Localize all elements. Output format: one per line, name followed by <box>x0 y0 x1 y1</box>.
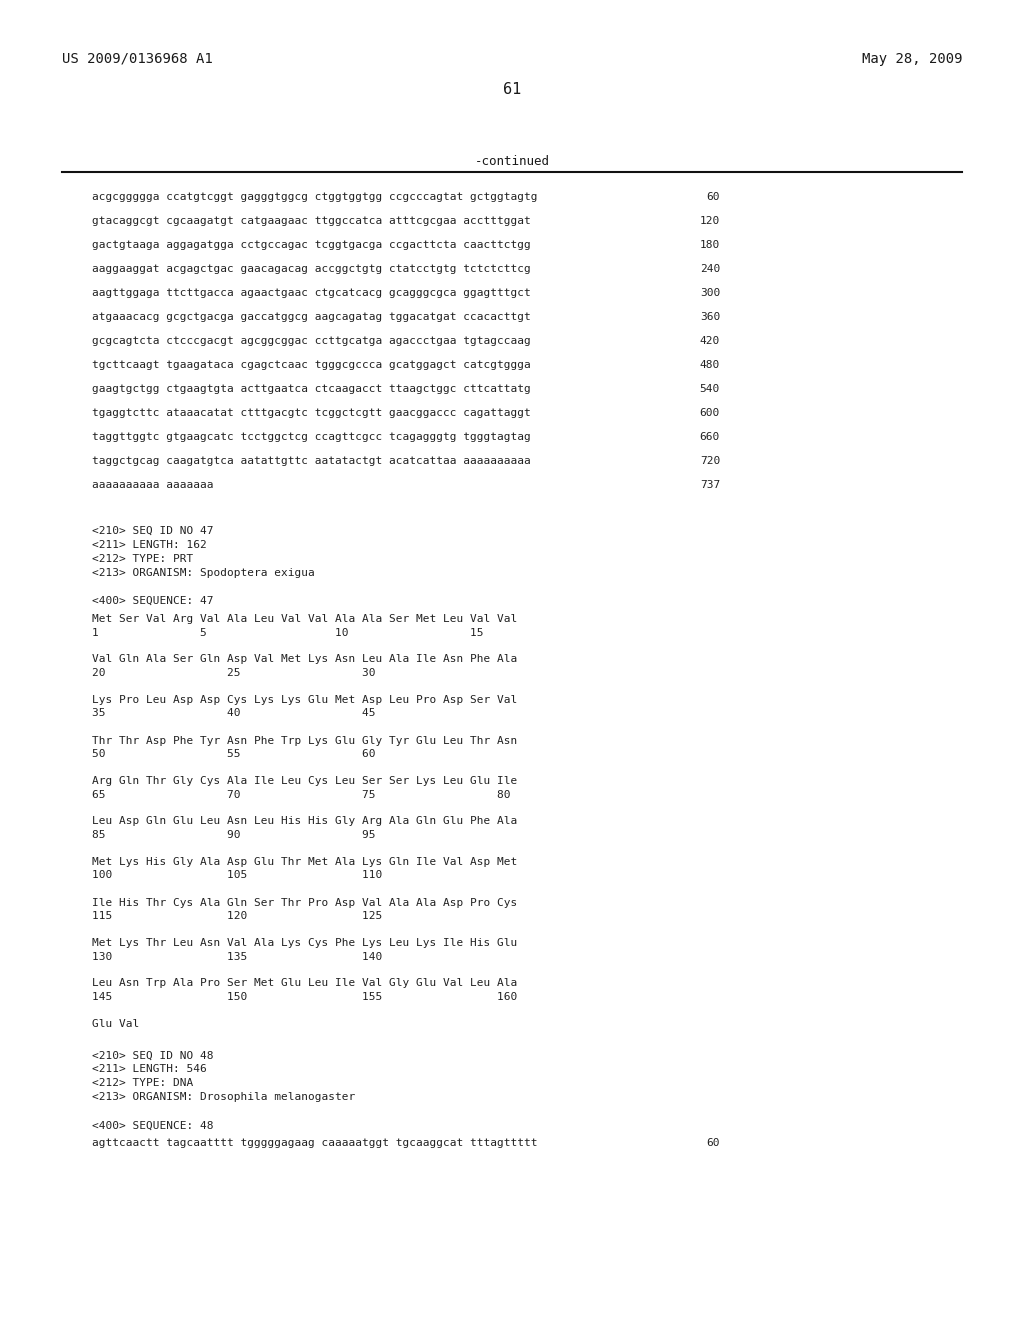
Text: 100                 105                 110: 100 105 110 <box>92 870 382 880</box>
Text: 115                 120                 125: 115 120 125 <box>92 911 382 921</box>
Text: <211> LENGTH: 162: <211> LENGTH: 162 <box>92 540 207 550</box>
Text: Glu Val: Glu Val <box>92 1019 139 1030</box>
Text: taggctgcag caagatgtca aatattgttc aatatactgt acatcattaa aaaaaaaaaa: taggctgcag caagatgtca aatattgttc aatatac… <box>92 455 530 466</box>
Text: 60: 60 <box>707 191 720 202</box>
Text: 540: 540 <box>699 384 720 393</box>
Text: 65                  70                  75                  80: 65 70 75 80 <box>92 789 511 800</box>
Text: 240: 240 <box>699 264 720 275</box>
Text: tgcttcaagt tgaagataca cgagctcaac tgggcgccca gcatggagct catcgtggga: tgcttcaagt tgaagataca cgagctcaac tgggcgc… <box>92 360 530 370</box>
Text: aaaaaaaaaa aaaaaaa: aaaaaaaaaa aaaaaaa <box>92 480 213 490</box>
Text: -continued: -continued <box>474 154 550 168</box>
Text: 600: 600 <box>699 408 720 418</box>
Text: May 28, 2009: May 28, 2009 <box>861 51 962 66</box>
Text: Arg Gln Thr Gly Cys Ala Ile Leu Cys Leu Ser Ser Lys Leu Glu Ile: Arg Gln Thr Gly Cys Ala Ile Leu Cys Leu … <box>92 776 517 785</box>
Text: <213> ORGANISM: Drosophila melanogaster: <213> ORGANISM: Drosophila melanogaster <box>92 1093 355 1102</box>
Text: aagttggaga ttcttgacca agaactgaac ctgcatcacg gcagggcgca ggagtttgct: aagttggaga ttcttgacca agaactgaac ctgcatc… <box>92 288 530 298</box>
Text: 300: 300 <box>699 288 720 298</box>
Text: <210> SEQ ID NO 48: <210> SEQ ID NO 48 <box>92 1051 213 1060</box>
Text: 85                  90                  95: 85 90 95 <box>92 830 376 840</box>
Text: 720: 720 <box>699 455 720 466</box>
Text: gcgcagtcta ctcccgacgt agcggcggac ccttgcatga agaccctgaa tgtagccaag: gcgcagtcta ctcccgacgt agcggcggac ccttgca… <box>92 337 530 346</box>
Text: agttcaactt tagcaatttt tgggggagaag caaaaatggt tgcaaggcat tttagttttt: agttcaactt tagcaatttt tgggggagaag caaaaa… <box>92 1138 538 1148</box>
Text: gactgtaaga aggagatgga cctgccagac tcggtgacga ccgacttcta caacttctgg: gactgtaaga aggagatgga cctgccagac tcggtga… <box>92 240 530 249</box>
Text: 660: 660 <box>699 432 720 442</box>
Text: Ile His Thr Cys Ala Gln Ser Thr Pro Asp Val Ala Ala Asp Pro Cys: Ile His Thr Cys Ala Gln Ser Thr Pro Asp … <box>92 898 517 908</box>
Text: 737: 737 <box>699 480 720 490</box>
Text: gaagtgctgg ctgaagtgta acttgaatca ctcaagacct ttaagctggc cttcattatg: gaagtgctgg ctgaagtgta acttgaatca ctcaaga… <box>92 384 530 393</box>
Text: Val Gln Ala Ser Gln Asp Val Met Lys Asn Leu Ala Ile Asn Phe Ala: Val Gln Ala Ser Gln Asp Val Met Lys Asn … <box>92 655 517 664</box>
Text: gtacaggcgt cgcaagatgt catgaagaac ttggccatca atttcgcgaa acctttggat: gtacaggcgt cgcaagatgt catgaagaac ttggcca… <box>92 216 530 226</box>
Text: Lys Pro Leu Asp Asp Cys Lys Lys Glu Met Asp Leu Pro Asp Ser Val: Lys Pro Leu Asp Asp Cys Lys Lys Glu Met … <box>92 696 517 705</box>
Text: 480: 480 <box>699 360 720 370</box>
Text: 35                  40                  45: 35 40 45 <box>92 709 376 718</box>
Text: US 2009/0136968 A1: US 2009/0136968 A1 <box>62 51 213 66</box>
Text: acgcggggga ccatgtcggt gagggtggcg ctggtggtgg ccgcccagtat gctggtagtg: acgcggggga ccatgtcggt gagggtggcg ctggtgg… <box>92 191 538 202</box>
Text: 50                  55                  60: 50 55 60 <box>92 748 376 759</box>
Text: taggttggtc gtgaagcatc tcctggctcg ccagttcgcc tcagagggtg tgggtagtag: taggttggtc gtgaagcatc tcctggctcg ccagttc… <box>92 432 530 442</box>
Text: <210> SEQ ID NO 47: <210> SEQ ID NO 47 <box>92 525 213 536</box>
Text: Met Lys His Gly Ala Asp Glu Thr Met Ala Lys Gln Ile Val Asp Met: Met Lys His Gly Ala Asp Glu Thr Met Ala … <box>92 857 517 867</box>
Text: 60: 60 <box>707 1138 720 1148</box>
Text: Met Ser Val Arg Val Ala Leu Val Val Ala Ala Ser Met Leu Val Val: Met Ser Val Arg Val Ala Leu Val Val Ala … <box>92 614 517 624</box>
Text: Met Lys Thr Leu Asn Val Ala Lys Cys Phe Lys Leu Lys Ile His Glu: Met Lys Thr Leu Asn Val Ala Lys Cys Phe … <box>92 939 517 948</box>
Text: Leu Asp Gln Glu Leu Asn Leu His His Gly Arg Ala Gln Glu Phe Ala: Leu Asp Gln Glu Leu Asn Leu His His Gly … <box>92 817 517 826</box>
Text: Thr Thr Asp Phe Tyr Asn Phe Trp Lys Glu Gly Tyr Glu Leu Thr Asn: Thr Thr Asp Phe Tyr Asn Phe Trp Lys Glu … <box>92 735 517 746</box>
Text: 145                 150                 155                 160: 145 150 155 160 <box>92 993 517 1002</box>
Text: <400> SEQUENCE: 47: <400> SEQUENCE: 47 <box>92 597 213 606</box>
Text: 420: 420 <box>699 337 720 346</box>
Text: atgaaacacg gcgctgacga gaccatggcg aagcagatag tggacatgat ccacacttgt: atgaaacacg gcgctgacga gaccatggcg aagcaga… <box>92 312 530 322</box>
Text: aaggaaggat acgagctgac gaacagacag accggctgtg ctatcctgtg tctctcttcg: aaggaaggat acgagctgac gaacagacag accggct… <box>92 264 530 275</box>
Text: 1               5                   10                  15: 1 5 10 15 <box>92 627 483 638</box>
Text: 20                  25                  30: 20 25 30 <box>92 668 376 678</box>
Text: <400> SEQUENCE: 48: <400> SEQUENCE: 48 <box>92 1121 213 1130</box>
Text: 120: 120 <box>699 216 720 226</box>
Text: <213> ORGANISM: Spodoptera exigua: <213> ORGANISM: Spodoptera exigua <box>92 568 314 578</box>
Text: 360: 360 <box>699 312 720 322</box>
Text: 130                 135                 140: 130 135 140 <box>92 952 382 961</box>
Text: <211> LENGTH: 546: <211> LENGTH: 546 <box>92 1064 207 1074</box>
Text: <212> TYPE: DNA: <212> TYPE: DNA <box>92 1078 194 1089</box>
Text: tgaggtcttc ataaacatat ctttgacgtc tcggctcgtt gaacggaccc cagattaggt: tgaggtcttc ataaacatat ctttgacgtc tcggctc… <box>92 408 530 418</box>
Text: 61: 61 <box>503 82 521 96</box>
Text: Leu Asn Trp Ala Pro Ser Met Glu Leu Ile Val Gly Glu Val Leu Ala: Leu Asn Trp Ala Pro Ser Met Glu Leu Ile … <box>92 978 517 989</box>
Text: <212> TYPE: PRT: <212> TYPE: PRT <box>92 554 194 564</box>
Text: 180: 180 <box>699 240 720 249</box>
